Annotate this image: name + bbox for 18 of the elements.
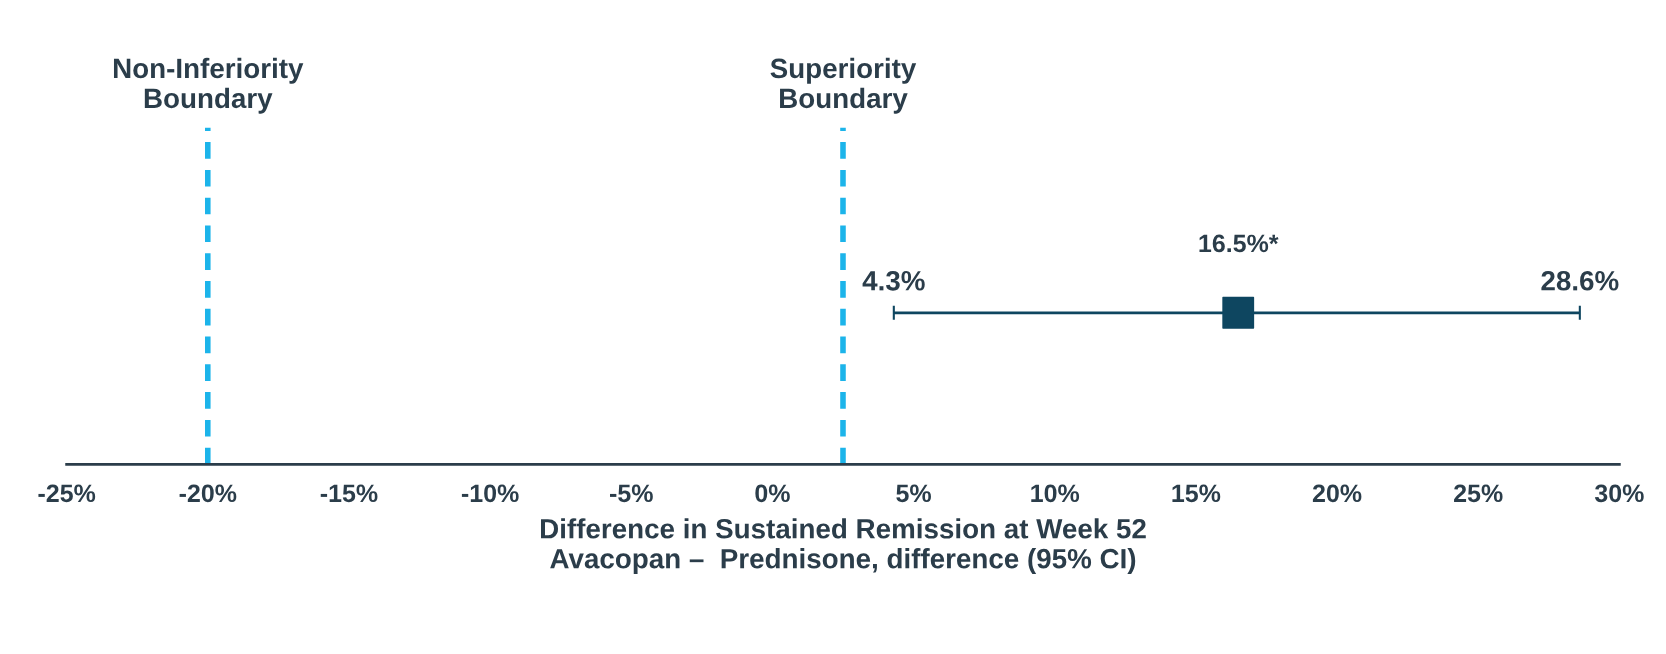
data-label: 16.5%* (1199, 234, 1279, 253)
x-tick-label: 25% (1454, 484, 1503, 503)
ref-line-label: Non-Inferiority Boundary (113, 57, 304, 114)
annotation: 4.3% (862, 270, 925, 291)
x-tick-label: 30% (1594, 484, 1644, 503)
ref-line-label: Superiority Boundary (770, 57, 917, 114)
x-tick-label: -5% (610, 484, 653, 503)
x-tick-label: 10% (1031, 484, 1080, 503)
x-tick-label: -15% (320, 484, 378, 503)
x-tick-label: -25% (38, 484, 96, 503)
x-tick-label: -10% (461, 484, 519, 503)
x-tick-label: 5% (896, 484, 931, 503)
x-tick-label: 0% (755, 484, 790, 503)
x-tick-label: -20% (179, 484, 237, 503)
x-tick-label: 15% (1172, 484, 1221, 503)
x-axis-title: Difference in Sustained Remission at Week 52 Avacopan – Prednisone, difference (95% CI) (541, 518, 1146, 575)
annotation: 28.6% (1541, 270, 1619, 291)
x-tick-label: 20% (1312, 484, 1362, 503)
